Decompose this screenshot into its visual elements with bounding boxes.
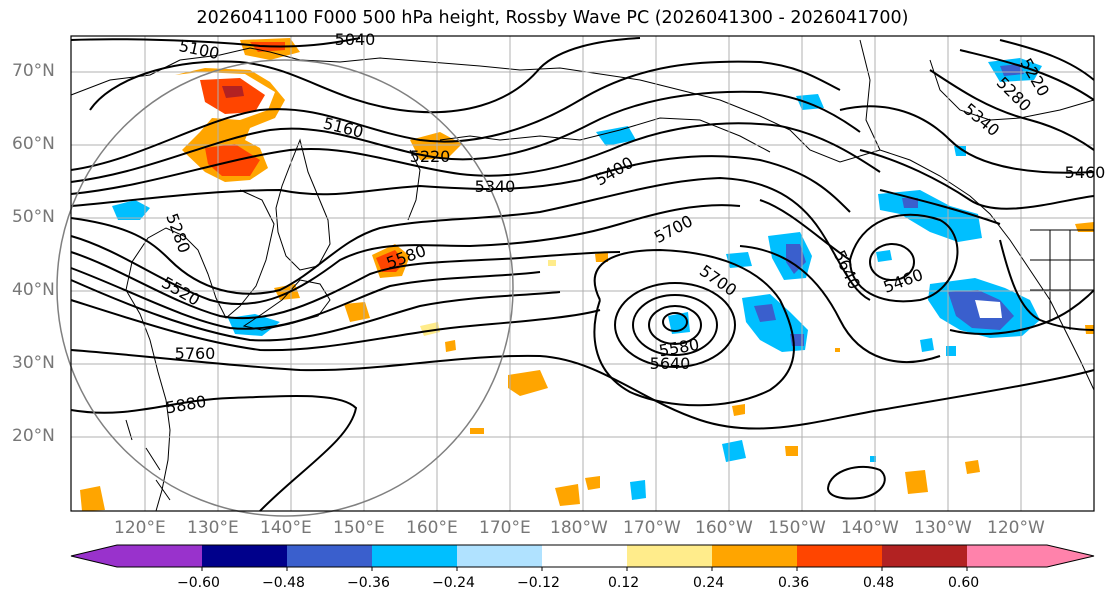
colorbar-bin — [967, 545, 1048, 567]
contour-label: 5340 — [475, 177, 516, 196]
colorbar-tick-label: −0.48 — [262, 575, 305, 591]
rossby-wave-circle — [56, 59, 514, 517]
lon-label: 150°E — [333, 518, 385, 538]
contour-label: 5760 — [175, 344, 216, 363]
colorbar-tick-label: 0.60 — [948, 575, 980, 591]
lat-label: 60°N — [12, 134, 55, 154]
lon-label: 170°E — [479, 518, 531, 538]
colorbar-tick-label: 0.48 — [863, 575, 895, 591]
colorbar-bin — [882, 545, 968, 567]
plot-title: 2026041100 F000 500 hPa height, Rossby W… — [196, 8, 909, 28]
gridlines — [71, 36, 1094, 511]
colorbar-tick-label: 0.12 — [608, 575, 640, 591]
lon-label: 150°W — [768, 518, 826, 538]
height-contours — [70, 37, 1095, 512]
colorbar-low-extension — [71, 545, 118, 567]
colorbar-bin — [202, 545, 288, 567]
lat-label: 70°N — [12, 61, 55, 81]
colorbar-bin — [542, 545, 628, 567]
lat-label: 30°N — [12, 353, 55, 373]
colorbar-tick-label: 0.36 — [778, 575, 810, 591]
colorbar-bin — [372, 545, 458, 567]
contour-label: 5640 — [650, 354, 691, 373]
lat-label: 20°N — [12, 426, 55, 446]
lon-label: 120°E — [114, 518, 166, 538]
colorbar-bin — [712, 545, 798, 567]
lat-label: 50°N — [12, 207, 55, 227]
colorbar-high-extension — [1047, 545, 1094, 567]
contour-label: 5220 — [410, 147, 451, 166]
lon-label: 140°W — [841, 518, 899, 538]
colorbar-tick-label: −0.36 — [347, 575, 390, 591]
lon-label: 130°W — [914, 518, 972, 538]
colorbar — [70, 544, 1095, 571]
colorbar-bin — [627, 545, 713, 567]
colorbar-bin — [797, 545, 883, 567]
lon-label: 160°E — [406, 518, 458, 538]
lat-label: 40°N — [12, 280, 55, 300]
contour-label: 5040 — [335, 30, 376, 49]
lon-label: 140°E — [260, 518, 312, 538]
lon-label: 120°W — [987, 518, 1045, 538]
contour-label: 5460 — [1065, 163, 1105, 182]
colorbar-tick-label: 0.24 — [693, 575, 725, 591]
colorbar-tick-label: −0.12 — [517, 575, 560, 591]
plot-frame — [70, 35, 1095, 512]
lon-label: 180°W — [550, 518, 608, 538]
colorbar-tick-label: −0.60 — [177, 575, 220, 591]
lon-label: 160°W — [695, 518, 753, 538]
colorbar-tick-label: −0.24 — [432, 575, 475, 591]
lon-label: 170°W — [623, 518, 681, 538]
colorbar-bin — [117, 545, 203, 567]
colorbar-bin — [287, 545, 373, 567]
colorbar-bin — [457, 545, 543, 567]
lon-label: 130°E — [187, 518, 239, 538]
